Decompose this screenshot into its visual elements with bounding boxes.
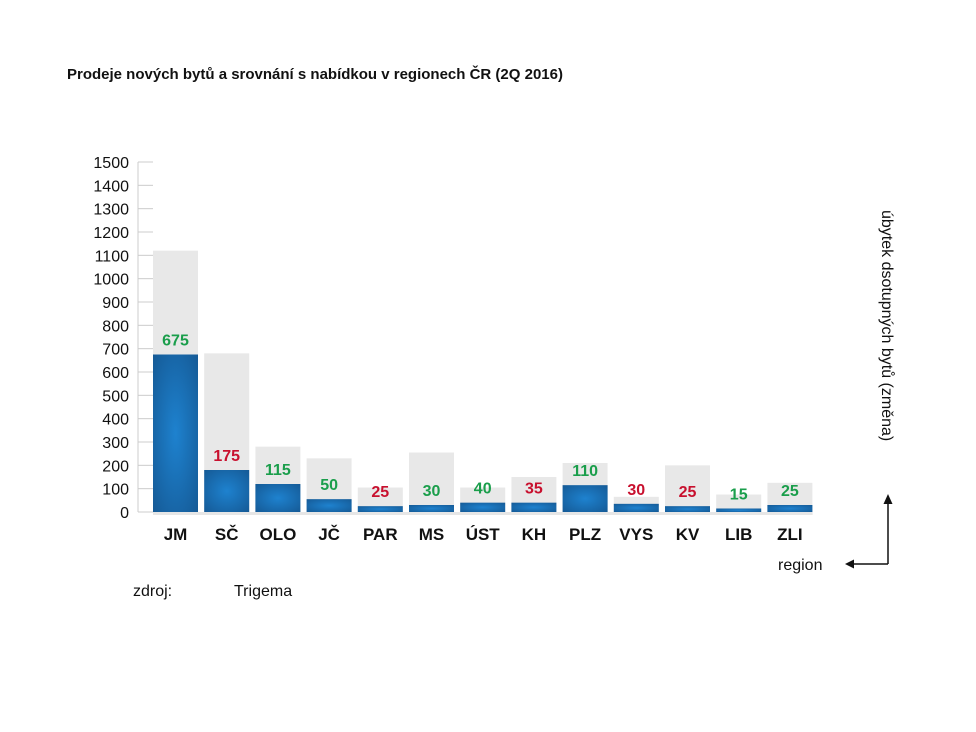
y-tick-label: 1500 bbox=[93, 155, 129, 172]
data-label: 25 bbox=[371, 484, 389, 501]
x-tick-label: KH bbox=[522, 525, 547, 544]
y-tick-label: 1200 bbox=[93, 225, 129, 242]
y-tick-label: 1100 bbox=[95, 248, 130, 265]
data-label: 50 bbox=[320, 477, 338, 494]
x-tick-label: SČ bbox=[215, 525, 239, 544]
bar-sales bbox=[665, 506, 710, 512]
x-tick-label: ZLI bbox=[777, 525, 803, 544]
y-tick-label: 900 bbox=[102, 295, 129, 312]
x-tick-label: PAR bbox=[363, 525, 398, 544]
x-tick-label: PLZ bbox=[569, 525, 601, 544]
data-label: 115 bbox=[265, 462, 291, 479]
bar-supply bbox=[409, 452, 454, 512]
y-tick-label: 300 bbox=[102, 435, 129, 452]
bar-sales bbox=[255, 484, 301, 512]
data-label: 40 bbox=[474, 481, 492, 498]
bars: 675 175 115 50 25 30 40 35 110 30 25 15 25 bbox=[153, 250, 813, 515]
x-tick-label: OLO bbox=[259, 525, 296, 544]
y-axis: 0 100 200 300 400 500 600 700 800 900 1000 1100 1200… bbox=[93, 155, 153, 522]
x-tick-label: ÚST bbox=[466, 525, 501, 544]
bar-sales bbox=[613, 503, 659, 512]
bar-sales bbox=[767, 505, 813, 512]
y-tick-label: 600 bbox=[102, 365, 129, 382]
y-tick-label: 700 bbox=[102, 342, 129, 359]
bar-supply bbox=[716, 494, 762, 512]
x-axis-label: region bbox=[778, 557, 822, 574]
y-axis-label: úbytek dsotupných bytů (změna) bbox=[878, 210, 896, 441]
data-label: 30 bbox=[423, 483, 441, 500]
data-label: 110 bbox=[572, 463, 598, 480]
y-axis-arrow-head bbox=[883, 494, 893, 504]
y-tick-label: 100 bbox=[102, 482, 129, 499]
x-tick-label: JČ bbox=[318, 525, 340, 544]
x-tick-label: MS bbox=[419, 525, 445, 544]
bar-sales bbox=[511, 502, 557, 512]
chart-title: Prodeje nových bytů a srovnání s nabídko… bbox=[67, 65, 563, 83]
y-tick-label: 1400 bbox=[93, 178, 129, 195]
x-tick-label: LIB bbox=[725, 525, 752, 544]
source-label: zdroj: bbox=[133, 583, 172, 600]
x-tick-label: VYS bbox=[619, 525, 653, 544]
baseline bbox=[153, 512, 813, 515]
x-tick-label: JM bbox=[164, 525, 188, 544]
bar-sales bbox=[409, 505, 454, 512]
y-tick-label: 400 bbox=[102, 412, 129, 429]
data-label: 30 bbox=[627, 482, 645, 499]
data-label: 35 bbox=[525, 481, 543, 498]
x-axis: JM SČ OLO JČ PAR MS ÚST KH PLZ VYS KV LIB ZLI bbox=[164, 525, 803, 544]
y-tick-label: 800 bbox=[102, 318, 129, 335]
bar-sales bbox=[460, 502, 506, 512]
y-tick-label: 1000 bbox=[93, 272, 129, 289]
data-label: 175 bbox=[213, 448, 240, 465]
data-label: 675 bbox=[162, 333, 189, 350]
data-label: 25 bbox=[781, 483, 799, 500]
data-label: 15 bbox=[730, 487, 748, 504]
y-tick-label: 200 bbox=[102, 458, 129, 475]
bar-sales bbox=[716, 508, 762, 512]
y-tick-label: 0 bbox=[120, 505, 129, 522]
y-tick-label: 500 bbox=[102, 388, 129, 405]
y-tick-label: 1300 bbox=[93, 202, 129, 219]
bar-sales bbox=[562, 485, 608, 512]
bar-sales bbox=[306, 499, 352, 512]
data-label: 25 bbox=[679, 484, 697, 501]
bar-supply bbox=[665, 465, 710, 512]
bar-sales bbox=[204, 470, 250, 512]
bar-sales bbox=[153, 354, 198, 512]
x-axis-arrow-head bbox=[845, 559, 854, 569]
x-tick-label: KV bbox=[676, 525, 700, 544]
source-value: Trigema bbox=[234, 583, 292, 600]
bar-sales bbox=[357, 506, 403, 512]
